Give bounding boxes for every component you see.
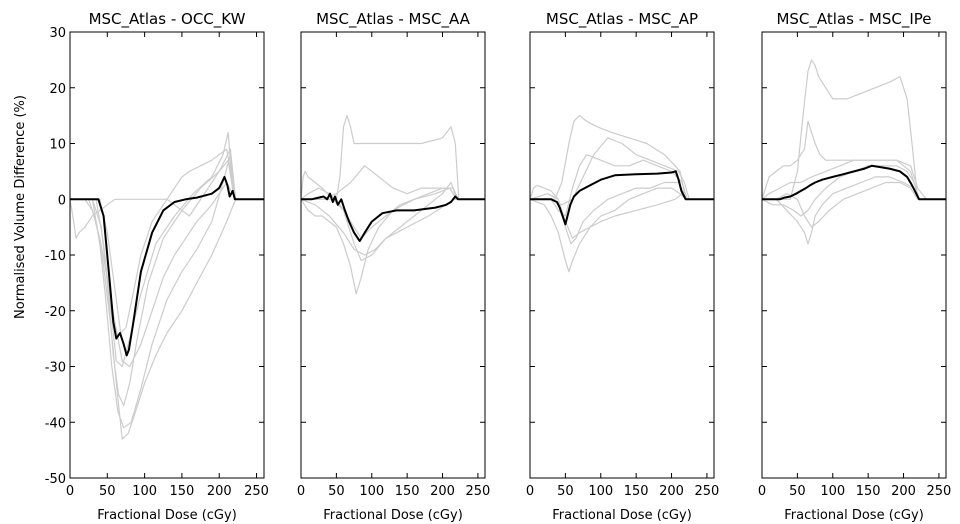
panel-4-frame	[761, 31, 947, 479]
panel-2-x-axis-label: Fractional Dose (cGy)	[323, 508, 463, 523]
panel-4-x-tick-label: 250	[927, 484, 952, 499]
panel-1-x-tick-label: 100	[132, 484, 157, 499]
panel-4-individual-line-4	[761, 165, 946, 217]
panel-1-individual-line-7	[69, 148, 264, 239]
panel-4-x-tick-label: 0	[758, 484, 766, 499]
panel-4-plot-area	[761, 59, 946, 245]
y-axis-label: Normalised Volume Difference (%)	[13, 95, 28, 319]
panel-1-individual-line-6	[70, 148, 264, 334]
y-tick-label: 30	[49, 26, 66, 41]
panel-2-x-tick-label: 200	[430, 484, 455, 499]
panel-3-mean-line	[530, 170, 714, 226]
panel-2-x-tick-label: 150	[395, 484, 420, 499]
panel-3-plot-area	[529, 114, 714, 273]
panel-4-individual-line-3	[762, 176, 946, 245]
panel-1-x-tick-label: 250	[244, 484, 269, 499]
panel-2-frame	[300, 31, 486, 479]
panel-2-plot-area	[300, 114, 485, 295]
panel-2-title: MSC_Atlas - MSC_AA	[316, 10, 471, 29]
panel-1-x-tick-label: 200	[207, 484, 232, 499]
panel-4-title: MSC_Atlas - MSC_IPe	[776, 10, 931, 29]
panel-2: MSC_Atlas - MSC_AA Fractional Dose (cGy)…	[297, 10, 490, 523]
y-tick-label: 0	[58, 193, 66, 208]
y-tick-label: -50	[45, 472, 66, 487]
y-tick-label: 20	[49, 82, 66, 97]
panel-2-individual-line-5	[300, 181, 485, 256]
panel-3-individual-line-3	[529, 187, 714, 273]
panel-1-x-tick-label: 50	[99, 484, 116, 499]
panel-3-individual-line-4	[530, 154, 714, 217]
panel-1: MSC_Atlas - OCC_KW Fractional Dose (cGy)…	[45, 10, 269, 523]
panel-2-mean-line	[301, 192, 485, 243]
panel-3-individual-line-5	[530, 137, 714, 206]
panel-1-plot-area	[69, 131, 264, 440]
panel-4-individual-line-5	[761, 159, 946, 200]
panel-2-x-tick-label: 100	[359, 484, 384, 499]
panel-3-x-tick-label: 200	[659, 484, 684, 499]
y-tick-label: 10	[49, 138, 66, 153]
panel-1-x-tick-label: 0	[66, 484, 74, 499]
panel-3-x-tick-label: 50	[557, 484, 574, 499]
panel-3-x-tick-label: 150	[624, 484, 649, 499]
panel-3-title: MSC_Atlas - MSC_AP	[546, 10, 698, 29]
panel-1-individual-line-5	[70, 181, 264, 368]
panel-3-individual-line-2	[529, 184, 714, 239]
panel-4-mean-line	[762, 164, 946, 201]
panel-3-frame	[529, 31, 715, 479]
panel-3: MSC_Atlas - MSC_AP Fractional Dose (cGy)…	[526, 10, 719, 523]
panel-2-individual-line-3	[300, 187, 485, 295]
panel-3-individual-line-1	[530, 114, 714, 200]
panel-1-individual-line-4	[70, 198, 264, 440]
y-tick-label: -30	[45, 361, 66, 376]
panel-4: MSC_Atlas - MSC_IPe Fractional Dose (cGy…	[758, 10, 951, 523]
panel-3-x-tick-label: 100	[588, 484, 613, 499]
panel-1-individual-line-2	[70, 131, 264, 368]
panel-1-frame	[69, 31, 265, 479]
panel-2-individual-line-6	[301, 165, 485, 200]
panel-4-x-axis-label: Fractional Dose (cGy)	[784, 508, 924, 523]
y-tick-label: -40	[45, 416, 66, 431]
panel-2-x-tick-label: 0	[297, 484, 305, 499]
panel-2-x-tick-label: 250	[466, 484, 491, 499]
panel-3-x-axis-label: Fractional Dose (cGy)	[552, 508, 692, 523]
panel-1-x-axis-label: Fractional Dose (cGy)	[97, 508, 237, 523]
panel-2-individual-line-1	[301, 114, 485, 200]
panel-1-title: MSC_Atlas - OCC_KW	[89, 10, 246, 29]
panel-4-x-tick-label: 50	[789, 484, 806, 499]
y-tick-label: -20	[45, 305, 66, 320]
panel-3-x-tick-label: 250	[695, 484, 720, 499]
panel-4-individual-line-1	[762, 59, 946, 200]
panel-4-x-tick-label: 100	[820, 484, 845, 499]
panel-1-x-tick-label: 150	[170, 484, 195, 499]
y-tick-label: -10	[45, 249, 66, 264]
panel-4-x-tick-label: 150	[856, 484, 881, 499]
panel-2-x-tick-label: 50	[328, 484, 345, 499]
panel-1-mean-line	[70, 175, 264, 357]
panel-3-x-tick-label: 0	[526, 484, 534, 499]
panel-4-x-tick-label: 200	[891, 484, 916, 499]
